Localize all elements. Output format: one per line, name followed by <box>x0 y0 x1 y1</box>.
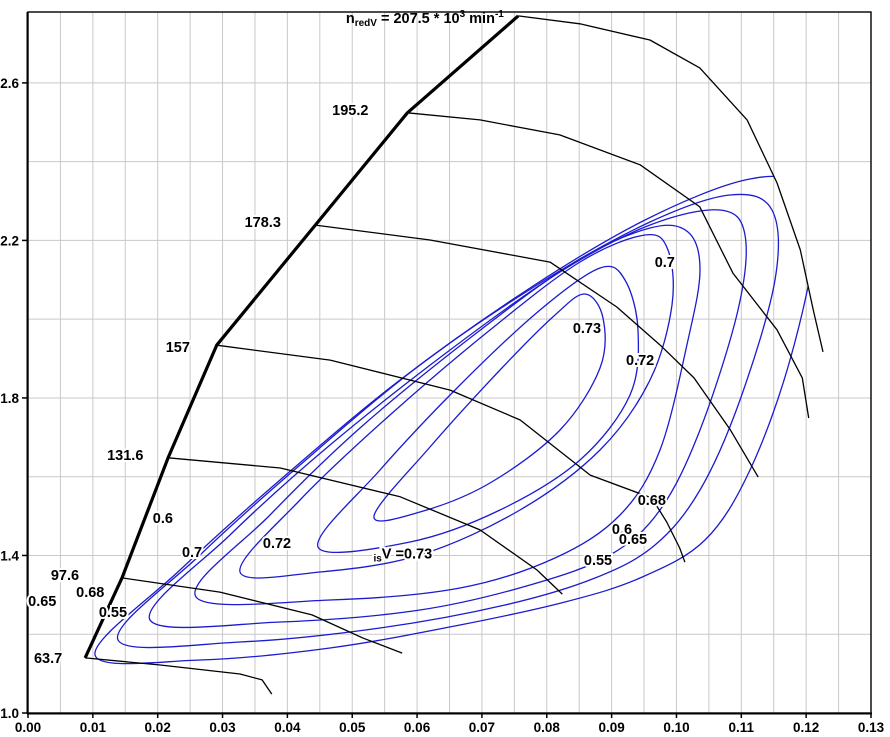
speed-line-label: 131.6 <box>107 448 143 464</box>
efficiency-quantity-label: is​V =0.73 <box>373 547 432 565</box>
axis-tick-labels: 0.00 0.01 0.02 0.03 0.04 0.05 0.06 0.07 0.08 0.09… <box>0 76 884 735</box>
axis-ticks <box>22 82 872 718</box>
x-tick-label: 0.04 <box>274 720 301 735</box>
x-tick-label: 0.10 <box>663 720 689 735</box>
efficiency-label: 0.55 <box>584 553 612 569</box>
efficiency-label: 0.55 <box>99 605 127 621</box>
x-tick-label: 0.08 <box>534 720 561 735</box>
speed-line <box>85 657 273 695</box>
efficiency-contours <box>94 175 816 665</box>
x-tick-label: 0.03 <box>209 720 236 735</box>
speed-title-label: nredV​ = 207.5 * 103​ min-1​ <box>346 9 504 29</box>
speed-line <box>407 112 810 419</box>
speed-line-label: 157 <box>166 340 190 356</box>
x-tick-label: 0.07 <box>469 720 495 735</box>
speed-line <box>216 344 686 563</box>
efficiency-contour-0.55 <box>94 175 816 665</box>
speed-line-label: 195.2 <box>332 103 368 119</box>
x-tick-label: 0.06 <box>404 720 431 735</box>
x-tick-label: 0.00 <box>15 720 41 735</box>
efficiency-label: 0.7 <box>655 255 675 271</box>
y-tick-label: 1.0 <box>0 706 19 721</box>
speed-line <box>518 15 824 353</box>
efficiency-label: 0.65 <box>619 532 647 548</box>
y-tick-label: 2.2 <box>0 233 19 248</box>
speed-lines <box>85 15 824 695</box>
x-tick-label: 0.05 <box>339 720 366 735</box>
speed-line <box>168 457 563 595</box>
speed-line-label: 63.7 <box>34 651 62 667</box>
speed-line-label: 97.6 <box>51 568 79 584</box>
y-tick-label: 2.6 <box>0 76 19 91</box>
efficiency-contour-0.73 <box>373 293 606 522</box>
map-labels: 63.797.6131.6157178.3195.20.650.680.550.… <box>26 101 677 669</box>
x-tick-label: 0.02 <box>145 720 171 735</box>
speed-line-label: 178.3 <box>245 215 281 231</box>
efficiency-label: 0.68 <box>638 493 666 509</box>
efficiency-contour-0.68 <box>194 224 701 606</box>
x-tick-label: 0.09 <box>598 720 624 735</box>
y-tick-label: 1.8 <box>0 391 19 406</box>
efficiency-contour-0.72 <box>317 265 640 554</box>
efficiency-label: 0.68 <box>76 585 104 601</box>
efficiency-label: 0.65 <box>28 594 56 610</box>
efficiency-label: 0.6 <box>153 511 173 527</box>
efficiency-contour-0.7 <box>239 233 674 579</box>
efficiency-label: 0.7 <box>182 545 202 561</box>
x-tick-label: 0.13 <box>858 720 885 735</box>
x-tick-label: 0.01 <box>80 720 107 735</box>
x-tick-label: 0.12 <box>793 720 819 735</box>
efficiency-label: 0.73 <box>573 321 601 337</box>
efficiency-contour-0.65 <box>148 209 747 629</box>
y-tick-label: 1.4 <box>0 548 19 563</box>
x-tick-label: 0.11 <box>729 720 755 735</box>
efficiency-label: 0.6 <box>612 522 632 538</box>
efficiency-label: 0.72 <box>263 536 291 552</box>
surge-line <box>83 14 520 659</box>
efficiency-label: 0.72 <box>626 353 654 369</box>
speed-line <box>121 577 403 654</box>
efficiency-contour-0.6 <box>116 193 780 649</box>
speed-line <box>315 224 759 478</box>
